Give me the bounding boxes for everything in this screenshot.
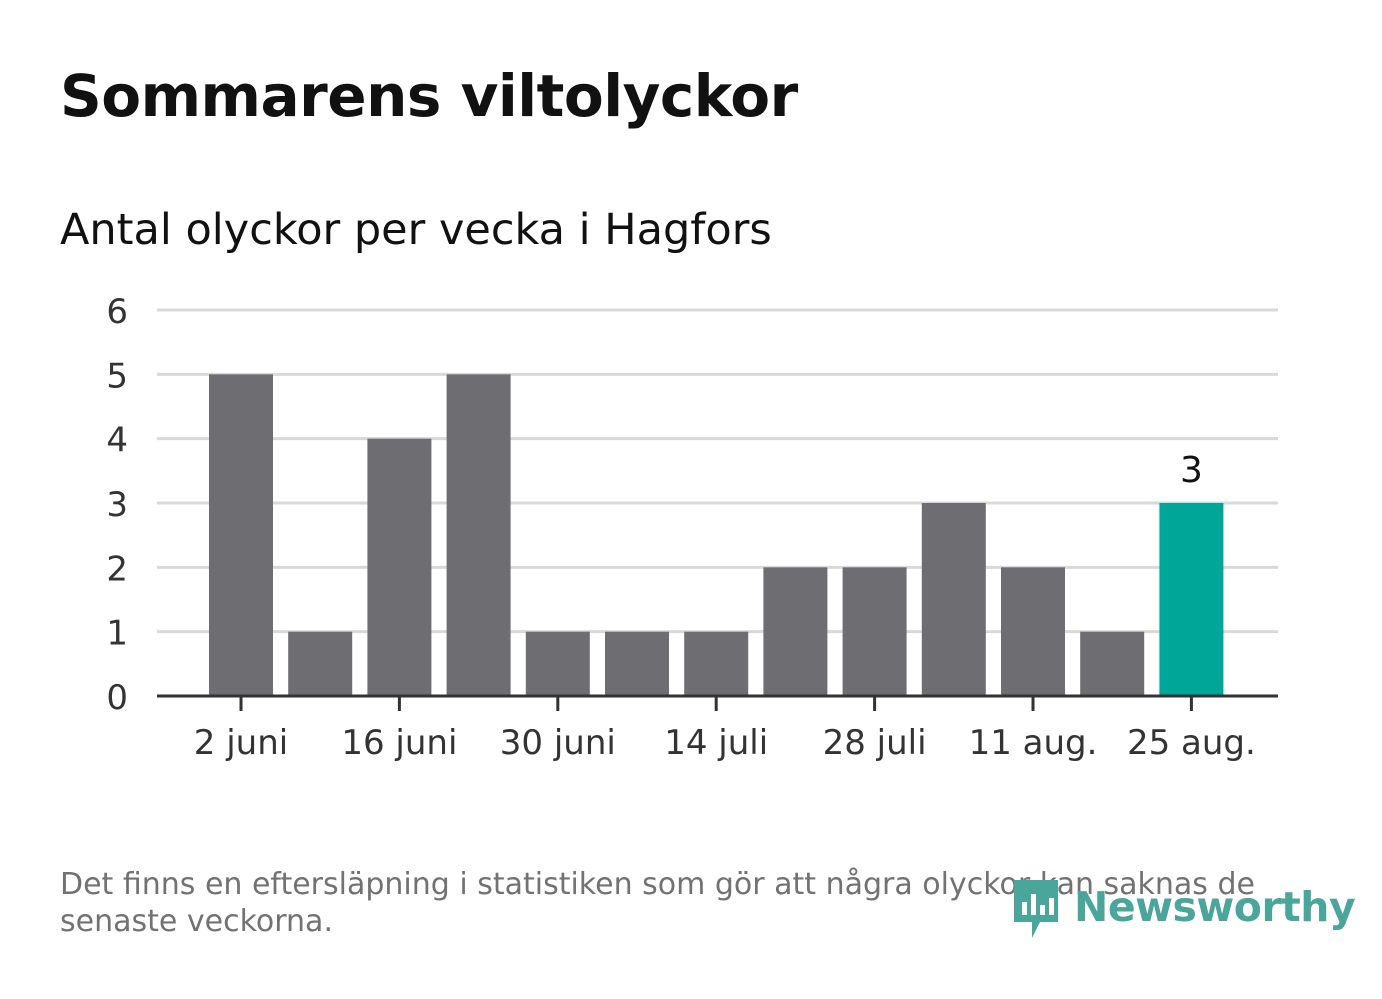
bar (684, 631, 749, 696)
x-tick-label: 14 juli (664, 723, 768, 763)
bar (1001, 567, 1065, 696)
y-tick-label: 2 (106, 549, 128, 589)
y-tick-label: 1 (106, 614, 128, 654)
bar (288, 631, 353, 696)
bar (525, 631, 590, 696)
brand-name: Newsworthy (1074, 883, 1356, 931)
bar (842, 567, 907, 696)
brand-logo: Newsworthy (1010, 872, 1356, 942)
y-tick-label: 3 (106, 485, 128, 525)
labels: 0 1 2 3 4 5 6 2 juni 16 juni 30 juni 14 juli 28 jul… (106, 292, 1255, 763)
y-tick-label: 4 (106, 421, 128, 461)
bar (921, 503, 986, 696)
x-tick-label: 16 juni (341, 723, 457, 763)
bar (209, 374, 273, 696)
x-tick-label: 30 juni (500, 723, 616, 763)
gridlines (157, 308, 1278, 634)
bar (1080, 631, 1145, 696)
newsworthy-logo-icon (1014, 880, 1058, 938)
chart-title: Sommarens viltolyckor (60, 62, 798, 130)
axes (157, 694, 1278, 711)
bar (446, 374, 511, 696)
x-tick-label: 11 aug. (969, 723, 1098, 763)
y-tick-label: 0 (106, 678, 128, 718)
y-tick-label: 6 (106, 292, 128, 332)
bar (763, 567, 828, 696)
highlighted-bar (1159, 503, 1224, 696)
bar (605, 631, 669, 696)
y-tick-label: 5 (106, 356, 128, 396)
bar (367, 438, 432, 696)
chart-subtitle: Antal olyckor per vecka i Hagfors (60, 205, 772, 255)
bar-chart: 0 1 2 3 4 5 6 2 juni 16 juni 30 juni 14 juli 28 jul… (106, 292, 1278, 763)
x-tick-label: 28 juli (823, 723, 927, 763)
x-tick-label: 2 juni (194, 723, 288, 763)
bars (209, 374, 1224, 696)
x-tick-label: 25 aug. (1127, 723, 1256, 763)
data-label: 3 (1180, 450, 1203, 491)
